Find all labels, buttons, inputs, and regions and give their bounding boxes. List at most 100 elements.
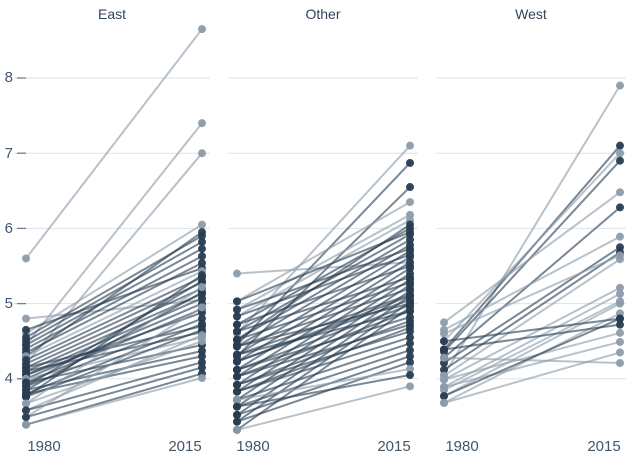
slope-line [236, 323, 411, 378]
data-point-2015 [616, 348, 624, 357]
slope-line [443, 246, 621, 365]
data-point-2015 [406, 301, 414, 310]
data-point-1980 [440, 365, 448, 374]
slope-line [236, 385, 411, 431]
x-tick-west-1980: 1980 [445, 438, 479, 455]
slope-line [443, 356, 621, 365]
data-point-1980 [440, 345, 448, 354]
data-point-2015 [406, 228, 414, 237]
data-point-2015 [406, 339, 414, 348]
data-point-2015 [616, 283, 624, 292]
slope-line [236, 265, 411, 326]
slope-line [25, 361, 203, 412]
data-point-1980 [22, 406, 30, 415]
data-point-1980 [22, 254, 30, 263]
y-tick-label-6: 6 [4, 220, 13, 237]
slope-line [236, 330, 411, 386]
slope-line [25, 317, 203, 388]
data-point-2015 [198, 119, 206, 128]
data-point-2015 [616, 299, 624, 308]
data-point-2015 [198, 303, 206, 312]
data-point-1980 [233, 372, 241, 381]
slope-line [443, 302, 621, 398]
data-point-2015 [406, 220, 414, 229]
slope-line [236, 361, 411, 423]
data-point-2015 [616, 149, 624, 158]
data-point-2015 [198, 149, 206, 158]
data-point-2015 [616, 81, 624, 90]
data-point-2015 [616, 337, 624, 346]
slope-line [236, 368, 411, 401]
slope-line [236, 186, 411, 358]
slope-line [443, 251, 621, 371]
slope-line [236, 342, 411, 401]
facet-title-west: West [515, 6, 547, 22]
slope-line [25, 355, 203, 395]
slope-line [25, 261, 203, 354]
slope-line [236, 336, 411, 393]
y-tick-label-7: 7 [4, 145, 13, 162]
data-point-2015 [406, 382, 414, 391]
slope-line [443, 317, 621, 398]
slope-line [236, 310, 411, 378]
data-point-1980 [440, 337, 448, 346]
slope-line [236, 298, 411, 363]
slope-line [236, 247, 411, 311]
slope-line [236, 349, 411, 408]
data-point-1980 [233, 327, 241, 336]
slope-line [25, 28, 203, 260]
data-point-2015 [406, 352, 414, 361]
slope-line [236, 287, 411, 348]
data-point-1980 [233, 387, 241, 396]
data-point-2015 [616, 156, 624, 165]
slope-line [443, 258, 621, 377]
slope-line [236, 281, 411, 341]
data-point-1980 [440, 375, 448, 384]
slope-line [443, 152, 621, 343]
data-point-2015 [406, 346, 414, 355]
slope-line [443, 331, 621, 381]
data-point-1980 [440, 318, 448, 327]
data-point-1980 [233, 410, 241, 419]
data-point-2015 [616, 141, 624, 150]
slope-line [443, 191, 621, 324]
slope-line [443, 340, 621, 389]
data-point-1980 [233, 312, 241, 321]
data-point-2015 [198, 258, 206, 267]
data-point-2015 [198, 319, 206, 328]
slope-line [443, 351, 621, 404]
data-point-1980 [22, 399, 30, 408]
data-point-2015 [406, 307, 414, 316]
data-point-1980 [440, 353, 448, 362]
data-point-2015 [198, 283, 206, 292]
y-tick-label-4: 4 [4, 370, 13, 387]
data-point-2015 [616, 255, 624, 264]
slope-line [25, 325, 203, 369]
slope-line [25, 322, 203, 395]
slope-line [25, 247, 203, 346]
data-point-1980 [440, 383, 448, 392]
slope-line [25, 366, 203, 419]
slope-line [236, 304, 411, 371]
facet-title-other: Other [305, 6, 341, 22]
data-point-2015 [406, 284, 414, 293]
data-point-2015 [616, 320, 624, 329]
data-point-2015 [198, 237, 206, 246]
data-point-2015 [406, 365, 414, 374]
slope-line [236, 213, 411, 311]
data-point-2015 [406, 244, 414, 253]
data-point-2015 [406, 198, 414, 207]
slope-line [236, 310, 411, 356]
slope-line [236, 326, 411, 393]
data-point-2015 [616, 203, 624, 212]
x-tick-other-1980: 1980 [236, 438, 270, 455]
x-tick-east-1980: 1980 [27, 438, 61, 455]
data-point-1980 [233, 380, 241, 389]
data-point-1980 [233, 342, 241, 351]
data-point-2015 [406, 278, 414, 287]
data-point-2015 [198, 374, 206, 383]
slope-line [236, 144, 411, 335]
slope-line [236, 201, 411, 303]
slope-line [25, 311, 203, 377]
slope-line [25, 276, 203, 361]
